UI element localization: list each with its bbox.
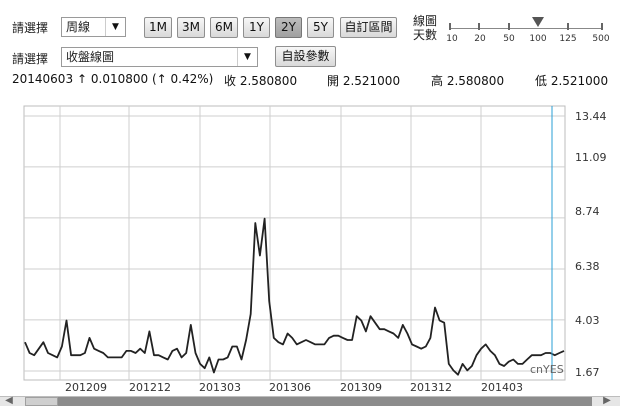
range-button-6m[interactable]: 6M (210, 17, 238, 38)
chart-type-select-label: 請選擇 (12, 52, 49, 66)
range-button-1m[interactable]: 1M (144, 17, 172, 38)
slider-tick-label: 50 (503, 34, 515, 44)
chart-type-select-value: 收盤線圖 (66, 50, 115, 64)
scroll-right-icon[interactable]: ▶ (603, 395, 611, 406)
range-button-2y[interactable]: 2Y (275, 17, 302, 38)
y-tick-label: 8.74 (575, 205, 600, 218)
x-tick-label: 201303 (199, 381, 241, 394)
slider-tick-mark (508, 23, 510, 30)
quote-high: 高 2.580800 (431, 74, 505, 88)
x-tick-label: 201403 (481, 381, 523, 394)
chevron-down-icon: ▼ (237, 48, 257, 66)
quote-change: ↑ 0.010800 (↑ 0.42%) (77, 72, 214, 86)
price-series-line (24, 217, 565, 376)
quote-open: 開 2.521000 (327, 74, 401, 88)
chevron-down-icon: ▼ (105, 18, 125, 36)
slider-tick-label: 10 (446, 34, 458, 44)
period-select[interactable]: 周線 ▼ (61, 17, 126, 37)
quote-close: 收 2.580800 (224, 74, 298, 88)
ma-days-label-line2: 天數 (413, 28, 438, 42)
custom-params-button[interactable]: 自設參數 (275, 46, 336, 67)
x-tick-label: 201306 (269, 381, 311, 394)
slider-tick-label: 500 (592, 34, 610, 44)
range-button-3m[interactable]: 3M (177, 17, 205, 38)
cnyes-watermark-logo: cnYES (530, 363, 564, 376)
y-tick-label: 13.44 (575, 110, 607, 123)
period-select-value: 周線 (66, 20, 91, 34)
slider-tick-label: 125 (559, 34, 577, 44)
slider-tick-mark (601, 23, 603, 30)
ma-days-slider[interactable] (450, 21, 604, 37)
ma-days-label-line1: 線圖 (413, 14, 438, 28)
slider-tick-mark (449, 23, 451, 30)
custom-range-button[interactable]: 自訂區間 (340, 17, 397, 38)
x-tick-label: 201309 (340, 381, 382, 394)
x-tick-label: 201312 (410, 381, 452, 394)
scrollbar-left-handle[interactable] (25, 397, 58, 406)
x-tick-label: 201209 (65, 381, 107, 394)
scrollbar-thumb[interactable] (58, 397, 592, 406)
period-select-label: 請選擇 (12, 21, 49, 35)
x-tick-label: 201212 (129, 381, 171, 394)
slider-track (450, 28, 602, 29)
y-tick-label: 1.67 (575, 366, 600, 379)
y-tick-label: 4.03 (575, 314, 600, 327)
slider-thumb-icon[interactable] (532, 17, 544, 27)
chart-type-select[interactable]: 收盤線圖 ▼ (61, 47, 258, 67)
slider-tick-label: 100 (529, 34, 547, 44)
quote-low: 低 2.521000 (535, 74, 609, 88)
range-button-1y[interactable]: 1Y (243, 17, 270, 38)
slider-tick-mark (567, 23, 569, 30)
plot-area (23, 105, 566, 381)
y-tick-label: 11.09 (575, 151, 607, 164)
slider-tick-label: 20 (474, 34, 486, 44)
scroll-left-icon[interactable]: ◀ (5, 395, 13, 406)
quote-date: 20140603 (12, 72, 74, 86)
y-tick-label: 6.38 (575, 260, 600, 273)
slider-tick-mark (478, 23, 480, 30)
range-button-5y[interactable]: 5Y (307, 17, 334, 38)
